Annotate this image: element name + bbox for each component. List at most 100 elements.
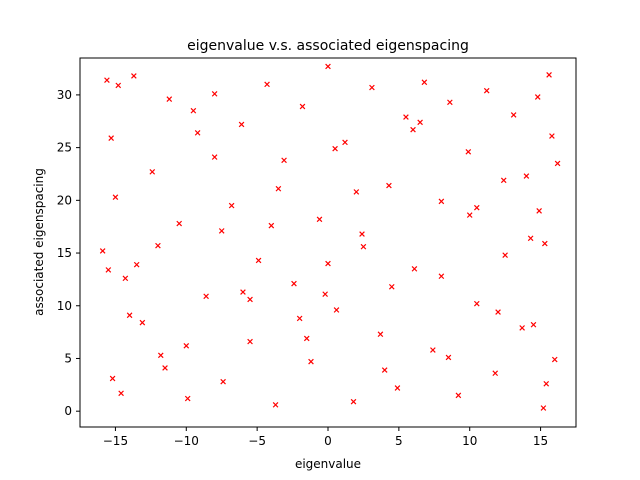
scatter-point [536,208,542,214]
scatter-point [530,321,537,328]
scatter-point [275,185,282,192]
x-tick-label: −10 [174,434,199,448]
scatter-point [417,119,423,126]
scatter-point [268,222,275,229]
scatter-point [554,160,561,167]
scatter-point [109,375,116,382]
scatter-point [492,370,499,377]
scatter-point [316,216,323,223]
scatter-point [502,252,508,258]
scatter-point [240,289,246,295]
scatter-point [115,82,122,89]
scatter-point [465,149,472,155]
y-tick-label: 10 [57,299,72,313]
scatter-point [350,398,357,405]
x-tick-label: −5 [248,434,266,448]
x-tick-label: 10 [462,434,477,448]
scatter-point [523,173,530,179]
scatter-point [403,114,409,120]
scatter-point [466,212,473,218]
scatter-point [353,189,360,195]
scatter-point [541,240,548,247]
scatter-point [447,99,453,106]
scatter-point [272,402,279,408]
scatter-point [149,169,156,175]
scatter-point [122,275,129,282]
scatter-point [342,139,348,146]
scatter-point [332,145,338,152]
scatter-point [325,63,331,70]
scatter-point [322,291,328,297]
scatter-point [388,283,395,290]
scatter-point [126,312,133,319]
y-tick-label: 25 [57,141,72,155]
scatter-point [211,154,218,160]
x-tick-label: −15 [103,434,128,448]
scatter-point [104,77,110,83]
y-tick-label: 30 [57,88,72,102]
scatter-point [438,198,445,205]
scatter-point [308,358,314,365]
scatter-point [203,293,209,300]
scatter-point [430,347,436,353]
scatter-point [483,87,490,94]
scatter-point [421,79,428,86]
scatter-point [218,228,225,234]
scatter-point [394,385,401,391]
scatter-point [162,365,168,371]
scatter-point [176,220,183,227]
scatter-point [155,242,161,249]
scatter-point [131,73,137,79]
scatter-point [296,315,303,322]
scatter-point [264,81,270,88]
scatter-point [519,325,525,331]
scatter-point [238,121,245,128]
scatter-point [325,260,331,267]
scatter-point [455,392,462,399]
scatter-point [473,300,480,307]
x-tick-label: 5 [395,434,403,448]
scatter-point [281,157,287,164]
scatter-point [99,248,106,254]
scatter-point [551,356,558,363]
scatter-point [549,133,555,139]
scatter-point [194,130,201,136]
scatter-point [473,204,480,211]
scatter-point [495,309,501,315]
scatter-point [228,202,235,209]
scatter-point [386,182,392,189]
scatter-point [183,342,190,349]
scatter-point [291,280,297,287]
scatter-point [303,335,310,342]
scatter-point [510,112,517,118]
scatter-point [411,266,418,272]
scatter-point [190,107,197,114]
y-tick-label: 0 [64,404,72,418]
scatter-point [299,103,306,110]
scatter-point [377,331,384,338]
scatter-point [118,390,124,397]
x-axis-ticks: −15 −10 −5 0 5 10 15 [103,427,548,448]
scatter-point [543,380,550,387]
scatter-point [220,378,226,385]
scatter-point [500,177,507,184]
scatter-point [247,338,253,345]
x-tick-label: 0 [324,434,332,448]
scatter-point [369,84,375,91]
scatter-point [333,307,340,313]
scatter-point [527,235,534,242]
scatter-point [105,267,112,273]
scatter-point [211,91,218,97]
scatter-point [381,367,388,373]
scatter-point [540,405,547,411]
scatter-point [546,72,552,78]
scatter-point [157,352,164,359]
chart-title: eigenvalue v.s. associated eigenspacing [187,38,469,54]
scatter-point [139,319,146,326]
scatter-point [255,257,262,264]
scatter-points-layer [99,63,561,411]
scatter-point [359,231,365,237]
x-axis-label: eigenvalue [295,457,361,471]
